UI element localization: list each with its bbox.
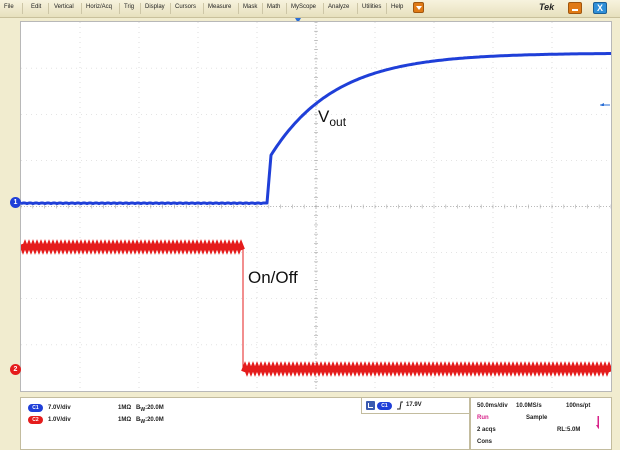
record-length: RL:5.0M xyxy=(557,427,581,433)
menu-separator xyxy=(203,3,204,14)
graticule xyxy=(21,22,611,391)
ch2-trace xyxy=(21,239,611,377)
menu-separator xyxy=(323,3,324,14)
timebase: 50.0ms/div xyxy=(477,403,508,409)
minimize-icon[interactable] xyxy=(568,2,582,14)
menu-horiz-acq[interactable]: Horiz/Acq xyxy=(86,4,113,10)
acquisition-count: 2 acqs xyxy=(477,427,496,433)
vout-label: Vout xyxy=(318,107,347,129)
menu-display[interactable]: Display xyxy=(145,4,165,10)
waveform-display[interactable]: Vout On/Off xyxy=(20,21,612,392)
ch2-chip[interactable]: C2 xyxy=(28,416,43,424)
menu-trig[interactable]: Trig xyxy=(124,4,135,10)
menu-cursors[interactable]: Cursors xyxy=(175,4,197,10)
trigger-arrow-icon xyxy=(596,416,599,429)
brand-logo: Tek xyxy=(539,2,555,12)
menu-separator xyxy=(81,3,82,14)
ch2-impedance: 1MΩ xyxy=(118,417,132,423)
ch2-ground-marker[interactable]: 2 xyxy=(10,364,21,375)
ch1-trace xyxy=(21,52,611,206)
menu-separator xyxy=(119,3,120,14)
ch2-trace-segment xyxy=(21,239,245,255)
trigger-level-icon[interactable] xyxy=(600,103,610,106)
trigger-level: 17.9V xyxy=(406,402,422,408)
menu-utilities[interactable]: Utilities xyxy=(362,4,382,10)
menu-help[interactable]: Help xyxy=(391,4,404,10)
close-icon[interactable]: X xyxy=(593,2,607,14)
ch1-scale[interactable]: 7.0V/div xyxy=(48,405,71,411)
menu-separator xyxy=(386,3,387,14)
menu-bar: File Edit Vertical Horiz/Acq Trig Displa… xyxy=(0,0,620,18)
onoff-label: On/Off xyxy=(248,268,298,287)
sample-rate: 10.0MS/s xyxy=(516,403,542,409)
ch1-bandwidth: BW:20.0M xyxy=(136,405,164,414)
graticule-and-traces xyxy=(21,22,611,391)
ch1-ground-marker[interactable]: 1 xyxy=(10,197,21,208)
menu-separator xyxy=(22,3,23,14)
trigger-position-icon[interactable] xyxy=(295,18,301,23)
ch2-scale[interactable]: 1.0V/div xyxy=(48,417,71,423)
menu-separator xyxy=(262,3,263,14)
menu-math[interactable]: Math xyxy=(267,4,281,10)
menu-separator xyxy=(140,3,141,14)
trigger-icon xyxy=(366,401,375,410)
resolution: 100ns/pt xyxy=(566,403,591,409)
menu-separator xyxy=(170,3,171,14)
menu-myscope[interactable]: MyScope xyxy=(291,4,317,10)
menu-edit[interactable]: Edit xyxy=(31,4,42,10)
acquisition-mode: Sample xyxy=(526,415,548,421)
chevron-down-icon[interactable] xyxy=(413,2,424,13)
menu-separator xyxy=(286,3,287,14)
channel-readout: C1 7.0V/div 1MΩ BW:20.0M C2 1.0V/div 1MΩ… xyxy=(20,397,470,450)
acquisition-extra: Cons xyxy=(477,439,492,445)
menu-measure[interactable]: Measure xyxy=(208,4,232,10)
trigger-source-chip: C1 xyxy=(377,402,392,410)
acquisition-state: Run xyxy=(477,415,489,421)
ch1-chip[interactable]: C1 xyxy=(28,404,43,412)
acquisition-readout[interactable]: 50.0ms/div 10.0MS/s 100ns/pt Run Sample … xyxy=(470,397,612,450)
ch2-trace-segment xyxy=(241,361,611,377)
trigger-readout[interactable]: C1 17.9V xyxy=(361,397,470,414)
menu-mask[interactable]: Mask xyxy=(243,4,258,10)
menu-file[interactable]: File xyxy=(4,4,14,10)
menu-separator xyxy=(357,3,358,14)
menu-separator xyxy=(48,3,49,14)
status-panel: C1 7.0V/div 1MΩ BW:20.0M C2 1.0V/div 1MΩ… xyxy=(0,394,620,450)
ch2-bandwidth: BW:20.0M xyxy=(136,417,164,426)
menu-analyze[interactable]: Analyze xyxy=(328,4,350,10)
rising-edge-icon xyxy=(397,401,403,410)
ch1-impedance: 1MΩ xyxy=(118,405,132,411)
menu-vertical[interactable]: Vertical xyxy=(54,4,74,10)
menu-separator xyxy=(238,3,239,14)
